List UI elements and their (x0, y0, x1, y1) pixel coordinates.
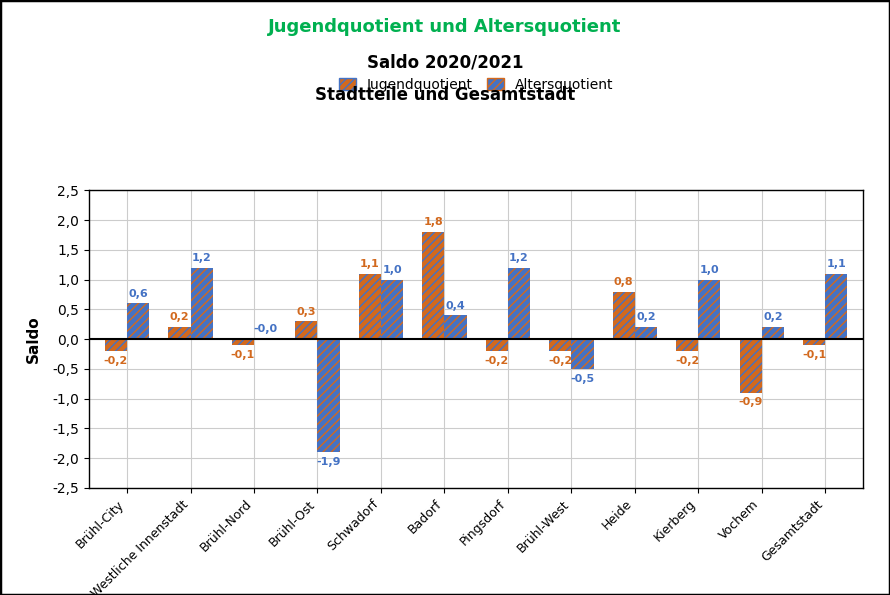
Bar (740, 339, 762, 393)
Bar (381, 280, 403, 339)
Bar (486, 339, 508, 351)
Text: -0,2: -0,2 (548, 356, 572, 366)
Text: 1,2: 1,2 (191, 253, 212, 263)
Text: 1,0: 1,0 (700, 265, 719, 275)
Text: -0,1: -0,1 (231, 350, 255, 360)
Text: 0,2: 0,2 (170, 312, 190, 322)
Bar (676, 339, 699, 351)
Text: Saldo 2020/2021: Saldo 2020/2021 (367, 54, 523, 71)
Text: 0,8: 0,8 (614, 277, 634, 287)
Bar (803, 339, 825, 345)
Text: 1,0: 1,0 (382, 265, 402, 275)
Bar (231, 339, 254, 345)
Bar (508, 268, 530, 339)
Bar (295, 321, 318, 339)
Text: -0,2: -0,2 (675, 356, 700, 366)
Text: 1,2: 1,2 (509, 253, 529, 263)
Text: 0,2: 0,2 (763, 312, 782, 322)
Text: Stadtteile und Gesamtstadt: Stadtteile und Gesamtstadt (315, 86, 575, 104)
Bar (422, 232, 444, 339)
Text: -0,0: -0,0 (253, 324, 277, 334)
Text: 0,2: 0,2 (636, 312, 656, 322)
Bar (190, 268, 213, 339)
Text: 1,1: 1,1 (827, 259, 846, 269)
Text: -0,2: -0,2 (485, 356, 509, 366)
Text: Jugendquotient und Altersquotient: Jugendquotient und Altersquotient (268, 18, 622, 36)
Bar (318, 339, 340, 452)
Text: -0,2: -0,2 (104, 356, 128, 366)
Bar (571, 339, 594, 369)
Bar (359, 274, 381, 339)
Legend: Jugendquotient, Altersquotient: Jugendquotient, Altersquotient (334, 73, 619, 98)
Bar (105, 339, 127, 351)
Bar (444, 315, 466, 339)
Text: 1,8: 1,8 (424, 217, 443, 227)
Text: -0,1: -0,1 (802, 350, 826, 360)
Text: -1,9: -1,9 (316, 457, 341, 467)
Bar (762, 327, 784, 339)
Bar (549, 339, 571, 351)
Text: 1,1: 1,1 (360, 259, 380, 269)
Bar (635, 327, 657, 339)
Bar (168, 327, 190, 339)
Text: 0,3: 0,3 (296, 306, 316, 317)
Text: -0,5: -0,5 (570, 374, 595, 384)
Text: 0,4: 0,4 (446, 300, 465, 311)
Text: -0,9: -0,9 (739, 397, 763, 408)
Bar (825, 274, 847, 339)
Text: 0,6: 0,6 (128, 289, 148, 299)
Bar (612, 292, 635, 339)
Bar (699, 280, 721, 339)
Y-axis label: Saldo: Saldo (27, 315, 41, 363)
Bar (127, 303, 150, 339)
